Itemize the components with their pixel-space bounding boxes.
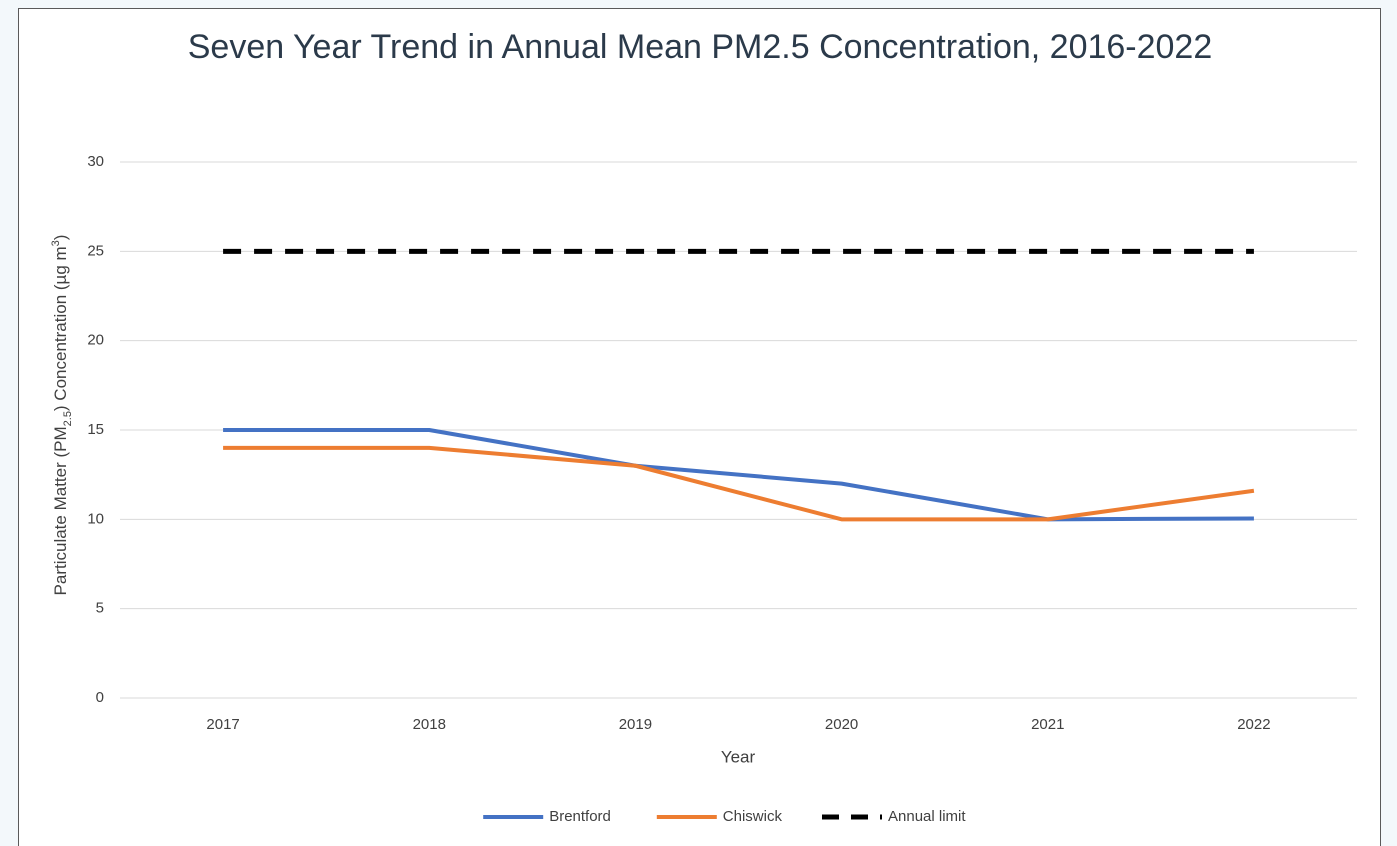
y-tick-label: 30: [87, 153, 104, 170]
y-tick-label: 20: [87, 332, 104, 349]
y-tick-label: 5: [96, 600, 104, 617]
legend-label: Chiswick: [723, 808, 783, 825]
x-axis-label: Year: [721, 747, 756, 766]
x-tick-label: 2021: [1031, 716, 1064, 733]
card: [18, 8, 1381, 846]
y-label-sub: 2.5: [62, 411, 74, 426]
y-label-part: ) Concentration (µg m: [51, 246, 70, 411]
y-label-part: ): [51, 235, 70, 241]
x-tick-label: 2018: [413, 716, 446, 733]
y-label-sup: 3: [50, 240, 62, 246]
legend-label: Brentford: [549, 808, 611, 825]
x-tick-label: 2017: [206, 716, 239, 733]
y-label-part: Particulate Matter (PM: [51, 426, 70, 595]
y-tick-label: 25: [87, 242, 104, 259]
x-tick-label: 2022: [1237, 716, 1270, 733]
series-line: [223, 445, 1255, 522]
chart-title: Seven Year Trend in Annual Mean PM2.5 Co…: [188, 28, 1213, 66]
y-tick-label: 10: [87, 510, 104, 527]
legend-label: Annual limit: [888, 808, 966, 825]
y-tick-label: 0: [96, 689, 104, 706]
y-tick-label: 15: [87, 421, 104, 438]
x-tick-label: 2019: [619, 716, 652, 733]
x-tick-label: 2020: [825, 716, 858, 733]
y-axis-label: Particulate Matter (PM2.5) Concentration…: [50, 235, 74, 596]
series-line: [223, 428, 1254, 522]
